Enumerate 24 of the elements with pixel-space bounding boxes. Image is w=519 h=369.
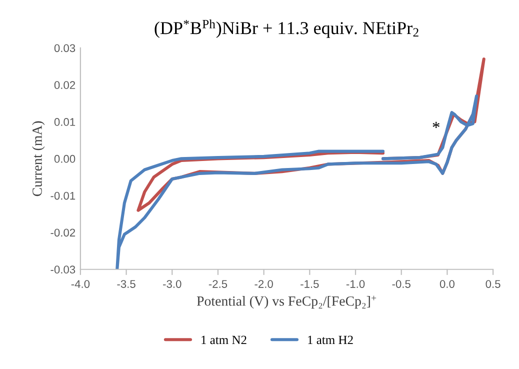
x-tick-label: -2.0: [254, 280, 273, 288]
x-axis-title: Potential (V) vs FeCp₂/[FeCp₂]$^{+}$: [196, 296, 376, 309]
x-tick-label: 0.0: [440, 280, 454, 288]
chart-title: (DP$^{*}$B$^{Ph}$)NiBr + 11.3 equiv. NEtiPr$_{2}$: [154, 19, 418, 38]
annotation: *: [432, 122, 440, 128]
x-tick-label: -1.0: [346, 280, 365, 288]
legend-label: 1 atm N2: [202, 336, 246, 344]
x-tick-label: -1.5: [300, 280, 319, 288]
y-tick-label: -0.03: [50, 266, 76, 274]
x-tick-label: 0.5: [486, 280, 500, 288]
x-tick-label: -3.5: [117, 280, 136, 288]
legend-label: 1 atm H2: [308, 336, 353, 344]
x-tick-label: -0.5: [392, 280, 410, 288]
y-tick-label: 0.01: [54, 118, 76, 126]
x-tick-label: -4.0: [71, 280, 90, 288]
x-tick-label: -2.5: [208, 280, 228, 288]
y-tick-label: -0.02: [50, 228, 76, 237]
y-tick-label: -0.01: [50, 192, 76, 200]
x-tick-label: -3.0: [163, 280, 182, 288]
y-axis-title: Current (mA): [32, 121, 45, 196]
y-tick-label: 0.02: [54, 81, 76, 90]
y-tick-label: 0.00: [54, 154, 76, 163]
line-series: [116, 94, 478, 270]
y-tick-label: 0.03: [54, 44, 76, 52]
